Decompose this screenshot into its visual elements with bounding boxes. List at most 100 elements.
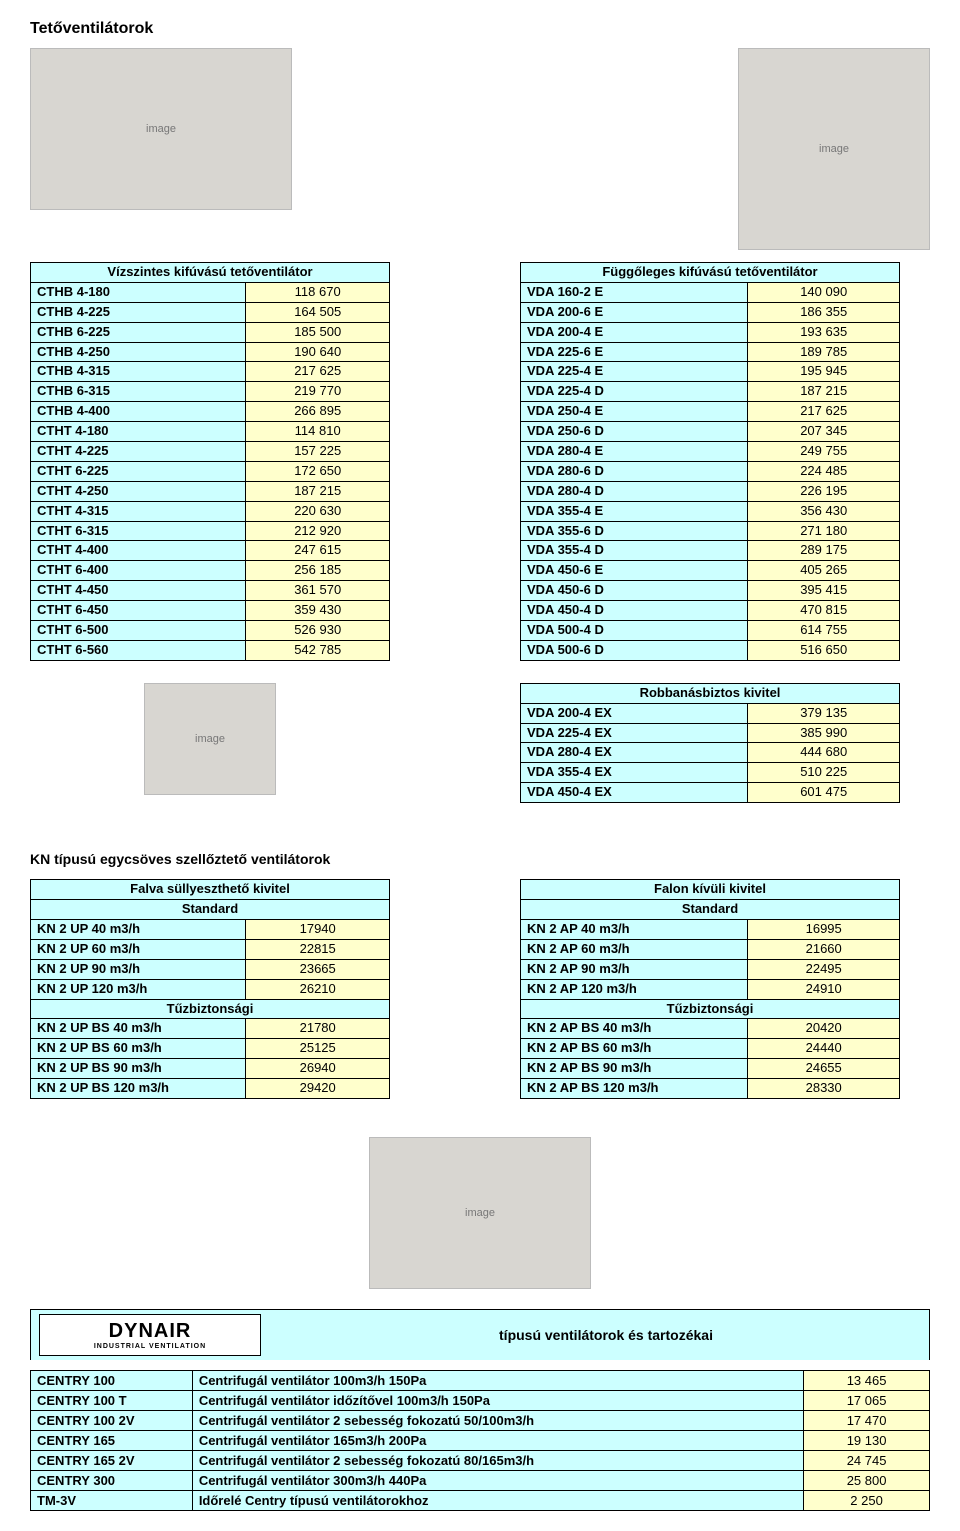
- product-code: KN 2 AP 120 m3/h: [521, 979, 748, 999]
- sub-header: Falva süllyeszthető kivitel: [31, 880, 390, 900]
- product-price: 29420: [246, 1079, 390, 1099]
- product-price: 542 785: [246, 640, 390, 660]
- table-row: VDA 500-4 D614 755: [521, 621, 900, 641]
- product-price: 17 470: [804, 1410, 930, 1430]
- product-price: 186 355: [748, 302, 900, 322]
- product-code: CTHB 6-225: [31, 322, 246, 342]
- product-code: VDA 200-4 EX: [521, 703, 748, 723]
- table-row: CTHT 6-315212 920: [31, 521, 390, 541]
- table-kn-up: Falva süllyeszthető kivitel Standard KN …: [30, 879, 390, 1099]
- table-row: CTHB 4-180118 670: [31, 282, 390, 302]
- product-code: VDA 280-4 E: [521, 442, 748, 462]
- table-row: VDA 450-6 E405 265: [521, 561, 900, 581]
- product-code: CTHT 6-315: [31, 521, 246, 541]
- product-code: VDA 450-4 EX: [521, 783, 748, 803]
- product-code: VDA 500-4 D: [521, 621, 748, 641]
- product-code: CENTRY 100 T: [31, 1390, 193, 1410]
- table-row: CTHT 4-315220 630: [31, 501, 390, 521]
- product-price: 140 090: [748, 282, 900, 302]
- product-code: VDA 450-6 E: [521, 561, 748, 581]
- product-price: 157 225: [246, 442, 390, 462]
- table-row: VDA 200-4 E193 635: [521, 322, 900, 342]
- product-code: KN 2 AP BS 40 m3/h: [521, 1019, 748, 1039]
- product-code: CTHB 6-315: [31, 382, 246, 402]
- table-row: CTHT 6-400256 185: [31, 561, 390, 581]
- product-price: 395 415: [748, 581, 900, 601]
- table-row: CTHT 4-400247 615: [31, 541, 390, 561]
- product-code: VDA 225-4 EX: [521, 723, 748, 743]
- product-price: 28330: [748, 1079, 900, 1099]
- table-row: CTHB 4-250190 640: [31, 342, 390, 362]
- table-row: CENTRY 165Centrifugál ventilátor 165m3/h…: [31, 1430, 930, 1450]
- product-description: Centrifugál ventilátor 2 sebesség fokoza…: [192, 1410, 803, 1430]
- dynair-header-bar: DYNAIR INDUSTRIAL VENTILATION típusú ven…: [30, 1309, 930, 1360]
- product-code: VDA 280-4 EX: [521, 743, 748, 763]
- sub-header: Standard: [31, 900, 390, 920]
- dynair-title: típusú ventilátorok és tartozékai: [291, 1327, 921, 1343]
- product-price: 19 130: [804, 1430, 930, 1450]
- product-code: VDA 450-4 D: [521, 601, 748, 621]
- table-row: VDA 280-4 D226 195: [521, 481, 900, 501]
- table-row: CTHB 6-225185 500: [31, 322, 390, 342]
- table-row: KN 2 AP 60 m3/h21660: [521, 939, 900, 959]
- table-row: CENTRY 100 2VCentrifugál ventilátor 2 se…: [31, 1410, 930, 1430]
- top-image-row: image image: [30, 48, 930, 250]
- product-price: 219 770: [246, 382, 390, 402]
- product-code: VDA 355-4 EX: [521, 763, 748, 783]
- product-price: 256 185: [246, 561, 390, 581]
- product-code: KN 2 UP BS 90 m3/h: [31, 1059, 246, 1079]
- product-price: 21780: [246, 1019, 390, 1039]
- table-dynair: CENTRY 100Centrifugál ventilátor 100m3/h…: [30, 1370, 930, 1511]
- table-row: KN 2 UP 40 m3/h17940: [31, 919, 390, 939]
- product-code: CTHT 4-315: [31, 501, 246, 521]
- table-row: CENTRY 100Centrifugál ventilátor 100m3/h…: [31, 1370, 930, 1390]
- product-price: 405 265: [748, 561, 900, 581]
- product-price: 187 215: [748, 382, 900, 402]
- product-price: 470 815: [748, 601, 900, 621]
- table-row: VDA 225-6 E189 785: [521, 342, 900, 362]
- product-code: VDA 355-4 D: [521, 541, 748, 561]
- table-row: CTHT 4-450361 570: [31, 581, 390, 601]
- table-row: CTHT 4-225157 225: [31, 442, 390, 462]
- product-price: 26940: [246, 1059, 390, 1079]
- product-code: VDA 160-2 E: [521, 282, 748, 302]
- product-price: 26210: [246, 979, 390, 999]
- table-row: KN 2 AP 120 m3/h24910: [521, 979, 900, 999]
- product-price: 16995: [748, 919, 900, 939]
- product-code: KN 2 UP 120 m3/h: [31, 979, 246, 999]
- section-title-kn: KN típusú egycsöves szellőztető ventilát…: [30, 851, 930, 867]
- product-code: KN 2 UP BS 60 m3/h: [31, 1039, 246, 1059]
- product-price: 516 650: [748, 640, 900, 660]
- product-code: VDA 200-6 E: [521, 302, 748, 322]
- product-price: 25 800: [804, 1470, 930, 1490]
- product-price: 195 945: [748, 362, 900, 382]
- product-code: CTHT 6-400: [31, 561, 246, 581]
- product-price: 118 670: [246, 282, 390, 302]
- product-code: CTHT 6-450: [31, 601, 246, 621]
- product-code: CTHT 4-225: [31, 442, 246, 462]
- table-row: VDA 225-4 E195 945: [521, 362, 900, 382]
- table-row: VDA 280-4 E249 755: [521, 442, 900, 462]
- product-price: 20420: [748, 1019, 900, 1039]
- product-code: CTHT 4-450: [31, 581, 246, 601]
- product-code: VDA 225-4 E: [521, 362, 748, 382]
- product-code: CTHB 4-315: [31, 362, 246, 382]
- table-row: KN 2 UP BS 120 m3/h29420: [31, 1079, 390, 1099]
- product-code: KN 2 UP 60 m3/h: [31, 939, 246, 959]
- product-code: KN 2 AP 90 m3/h: [521, 959, 748, 979]
- sub-header: Tűzbiztonsági: [31, 999, 390, 1019]
- product-price: 13 465: [804, 1370, 930, 1390]
- product-price: 22495: [748, 959, 900, 979]
- product-price: 23665: [246, 959, 390, 979]
- product-price: 217 625: [748, 402, 900, 422]
- product-code: VDA 450-6 D: [521, 581, 748, 601]
- product-code: VDA 250-6 D: [521, 422, 748, 442]
- product-code: VDA 355-4 E: [521, 501, 748, 521]
- product-code: VDA 280-6 D: [521, 461, 748, 481]
- product-code: KN 2 UP 40 m3/h: [31, 919, 246, 939]
- table-row: CTHT 4-180114 810: [31, 422, 390, 442]
- product-price: 190 640: [246, 342, 390, 362]
- product-code: CTHB 4-180: [31, 282, 246, 302]
- product-price: 25125: [246, 1039, 390, 1059]
- product-price: 24 745: [804, 1450, 930, 1470]
